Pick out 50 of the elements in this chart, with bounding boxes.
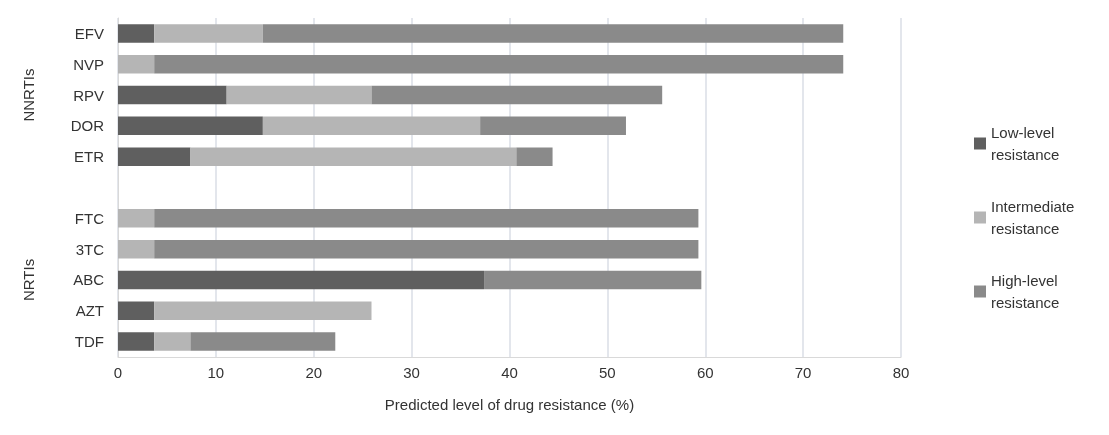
bar <box>118 85 227 105</box>
bar <box>154 301 372 321</box>
text: NNRTIs <box>19 68 37 122</box>
x-tick-label: 50 <box>599 364 616 381</box>
x-tick-label: 20 <box>305 364 323 381</box>
bar <box>154 24 263 43</box>
y-tick-label: FTC <box>74 209 105 227</box>
bar <box>118 209 155 228</box>
bar <box>480 116 626 136</box>
y-tick-label: EFV <box>74 24 104 42</box>
y-tick-label: NVP <box>73 55 104 73</box>
legend-label: Low-level resistance <box>991 124 1060 163</box>
y-tick-label: 3TC <box>75 240 105 258</box>
bar <box>262 24 844 43</box>
x-tick-label: 40 <box>501 364 518 381</box>
x-tick-label: 80 <box>892 364 910 381</box>
bar <box>118 24 155 43</box>
y-tick-label: ETR <box>74 148 105 166</box>
y-tick-label: AZT <box>75 302 104 320</box>
bar <box>226 85 372 105</box>
bar <box>118 239 155 259</box>
x-tick-label: 70 <box>794 364 812 381</box>
x-tick-label: 30 <box>403 364 420 381</box>
bar <box>118 270 485 290</box>
bar <box>118 301 155 321</box>
bar <box>516 147 553 166</box>
bar <box>118 116 263 136</box>
bar <box>190 332 336 351</box>
legend-label: Intermediate resistance <box>991 198 1079 237</box>
bar <box>118 147 191 166</box>
bar <box>484 270 702 290</box>
text: NRTIs <box>19 258 37 302</box>
bar <box>371 85 663 105</box>
bar <box>154 332 191 351</box>
x-tick-label: 0 <box>113 364 123 381</box>
x-axis-title: Predicted level of drug resistance (%) <box>384 396 635 413</box>
y-tick-label: TDF <box>74 333 104 351</box>
y-tick-label: ABC <box>73 271 105 289</box>
bar <box>118 54 155 74</box>
bar <box>118 332 155 351</box>
legend-label: High-level resistance <box>991 272 1062 311</box>
bar <box>262 116 481 136</box>
y-tick-label: DOR <box>70 117 105 135</box>
y-tick-label: RPV <box>73 86 104 104</box>
bar <box>190 147 517 166</box>
x-tick-label: 60 <box>696 364 714 381</box>
bar <box>154 209 699 228</box>
x-tick-label: 10 <box>207 364 225 381</box>
bar <box>154 239 699 259</box>
bar <box>154 54 844 74</box>
